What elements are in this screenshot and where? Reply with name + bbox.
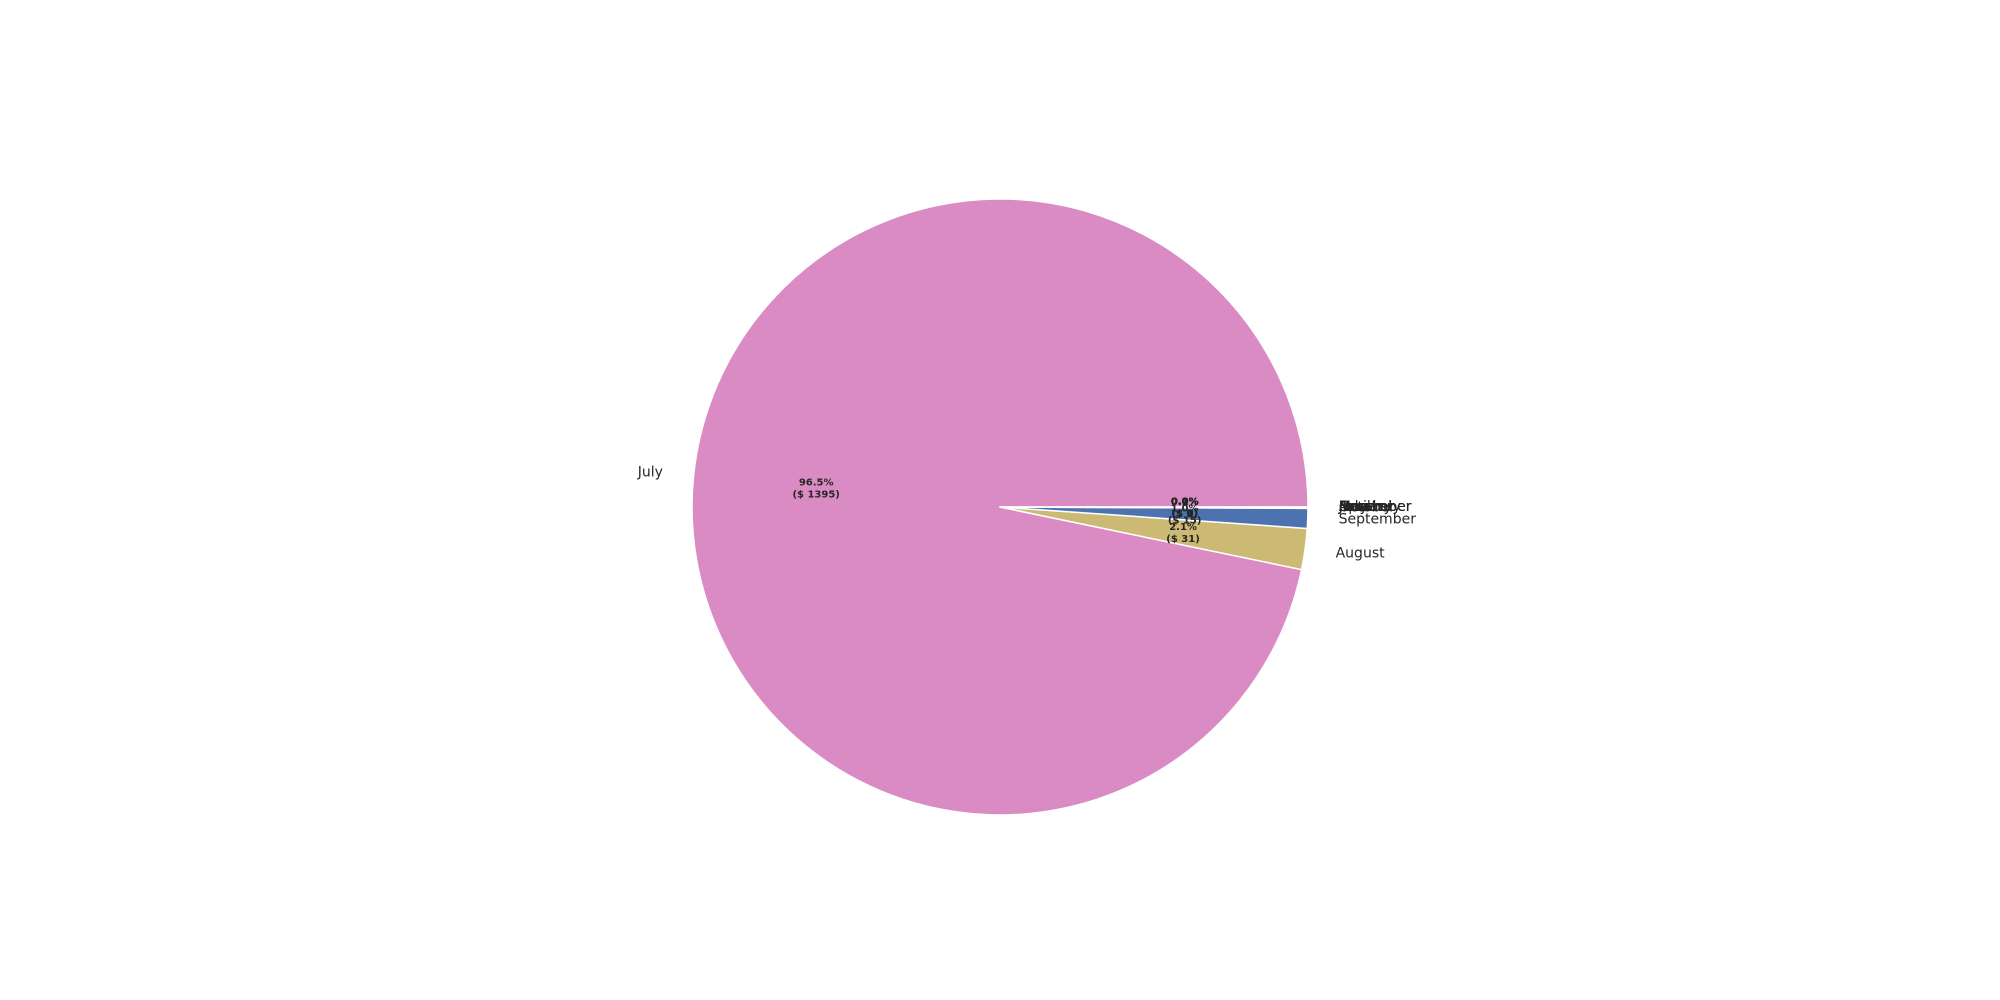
category-labels: July August SeptemberOctoberNovemberDecemb… <box>637 464 1416 561</box>
percent-label-october: 0.1% ($ 1) <box>1171 497 1199 520</box>
category-label-june: June <box>1338 499 1370 515</box>
category-label-september: September <box>1339 512 1417 528</box>
percent-label-september: 1.0% ($ 15) <box>1168 503 1202 526</box>
percent-label-may: 0.0% ($ 0) <box>1171 497 1199 520</box>
category-label-august: August <box>1336 545 1386 561</box>
category-label-february: February <box>1339 499 1401 515</box>
category-label-january: January <box>1338 499 1392 515</box>
category-label-may: May <box>1339 499 1368 515</box>
percent-label-december: 0.0% ($ 0) <box>1171 497 1199 520</box>
category-label-july: July <box>637 464 663 480</box>
percent-label-january: 0.0% ($ 0) <box>1171 497 1199 520</box>
percent-label-june: 0.0% ($ 0) <box>1171 497 1199 520</box>
pie-slice-october <box>999 506 1309 510</box>
percent-label-august: 2.1% ($ 31) <box>1166 522 1200 545</box>
category-label-april: April <box>1339 499 1371 515</box>
category-label-october: October <box>1339 500 1395 516</box>
percent-label-march: 0.0% ($ 0) <box>1171 497 1199 520</box>
percent-label-november: 0.0% ($ 0) <box>1171 497 1199 520</box>
percent-label-april: 0.0% ($ 0) <box>1171 497 1199 520</box>
percent-labels: 96.5% ($ 1395) 2.1% ($ 31)1.0% ($ 15)0.1% ($ … <box>792 478 1201 545</box>
category-label-march: March <box>1339 499 1382 515</box>
category-label-november: November <box>1339 499 1412 515</box>
percent-label-july: 96.5% ($ 1395) <box>792 478 839 501</box>
pie-slices <box>691 198 1309 816</box>
category-label-december: December <box>1339 499 1412 515</box>
percent-label-february: 0.0% ($ 0) <box>1171 497 1199 520</box>
